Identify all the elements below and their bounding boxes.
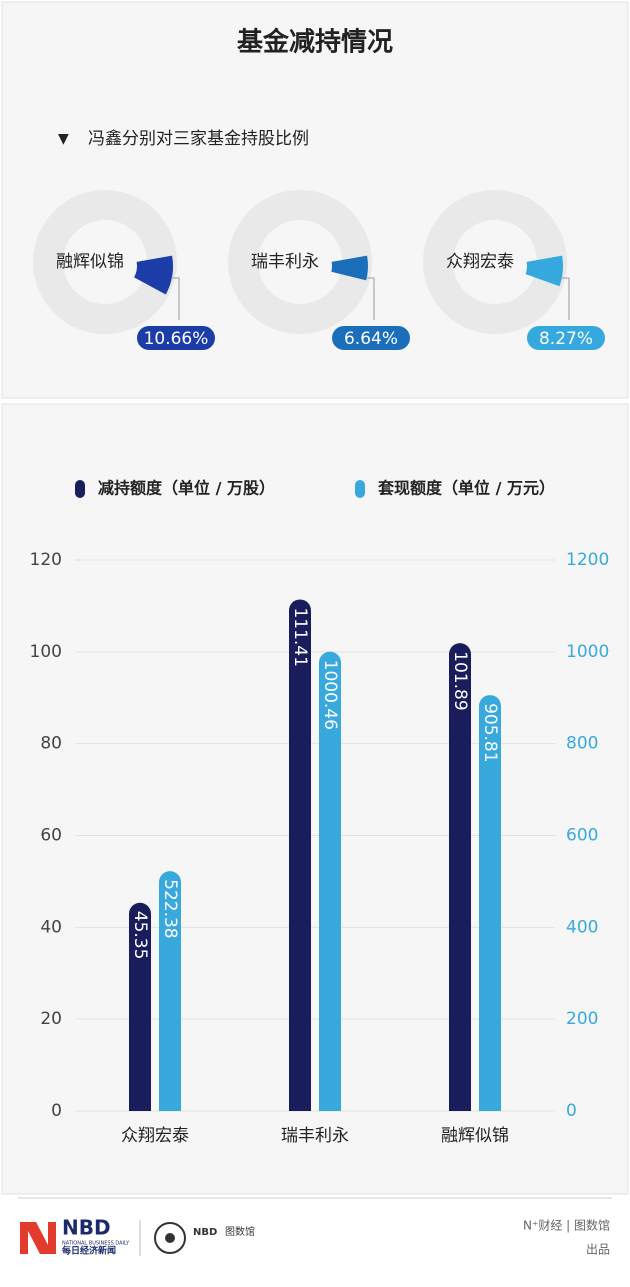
legend-label: 减持额度（单位 / 万股） xyxy=(98,479,275,498)
donut-slice xyxy=(134,255,174,295)
footer-brand-cn: 图数馆 xyxy=(225,1225,255,1238)
leader-line xyxy=(366,277,375,320)
donut-slice xyxy=(331,255,368,281)
y-tick-label: 20 xyxy=(40,1009,62,1029)
bar xyxy=(449,643,471,1111)
legend-label: 套现额度（单位 / 万元） xyxy=(377,479,555,498)
legend-swatch xyxy=(75,480,85,498)
bar xyxy=(479,695,501,1111)
bar-value-label: 522.38 xyxy=(160,879,180,938)
leader-line xyxy=(171,277,180,320)
donut-value-label: 6.64% xyxy=(344,329,398,349)
bar xyxy=(159,871,181,1111)
y2-tick-label: 0 xyxy=(566,1101,577,1121)
page-title: 基金减持情况 xyxy=(237,27,393,58)
donut-category: 融辉似锦 xyxy=(56,252,124,272)
y-tick-label: 0 xyxy=(51,1101,62,1121)
brand-icon-dot xyxy=(165,1233,175,1243)
x-tick-label: 融辉似锦 xyxy=(441,1126,509,1146)
leader-line xyxy=(561,277,570,320)
footer-brand: NBD xyxy=(193,1227,217,1238)
bar-value-label: 111.41 xyxy=(290,607,310,666)
footer-credit: N⁺财经 | 图数馆 xyxy=(523,1218,610,1233)
bar-value-label: 1000.46 xyxy=(320,660,340,730)
donut-value-label: 8.27% xyxy=(539,329,593,349)
triangle-icon: ▼ xyxy=(58,131,69,147)
y-tick-label: 120 xyxy=(30,550,62,570)
y2-tick-label: 1000 xyxy=(566,642,609,662)
donut-category: 瑞丰利永 xyxy=(251,252,319,272)
donut-title: 冯鑫分别对三家基金持股比例 xyxy=(88,129,309,149)
donut-category: 众翔宏泰 xyxy=(446,252,514,272)
bar xyxy=(129,902,151,1111)
legend-swatch xyxy=(355,480,365,498)
y2-tick-label: 1200 xyxy=(566,550,609,570)
chart-panel xyxy=(1,403,629,1195)
donut-value-label: 10.66% xyxy=(144,329,209,349)
x-tick-label: 瑞丰利永 xyxy=(281,1126,349,1146)
bar xyxy=(289,599,311,1111)
value-pill xyxy=(137,326,215,350)
bar-value-label: 905.81 xyxy=(480,703,500,762)
footer-logo: NBD xyxy=(62,1216,111,1240)
footer-logo-cn: 每日经济新闻 xyxy=(62,1245,116,1257)
y-tick-label: 60 xyxy=(40,826,62,846)
y-tick-label: 100 xyxy=(30,642,62,662)
logo-icon xyxy=(20,1222,56,1254)
donut-slice xyxy=(525,255,563,287)
value-pill xyxy=(332,326,410,350)
footer-logo-sub: NATIONAL BUSINESS DAILY xyxy=(62,1241,130,1247)
y2-tick-label: 200 xyxy=(566,1009,598,1029)
y2-tick-label: 600 xyxy=(566,826,598,846)
y2-tick-label: 800 xyxy=(566,734,598,754)
y2-tick-label: 400 xyxy=(566,917,598,937)
value-pill xyxy=(527,326,605,350)
bar-value-label: 45.35 xyxy=(130,911,150,960)
y-tick-label: 40 xyxy=(40,917,62,937)
brand-icon xyxy=(154,1222,186,1254)
footer-credit-2: 出品 xyxy=(586,1243,610,1257)
bar xyxy=(319,651,341,1111)
bar-value-label: 101.89 xyxy=(450,651,470,710)
x-tick-label: 众翔宏泰 xyxy=(121,1126,189,1146)
y-tick-label: 80 xyxy=(40,734,62,754)
